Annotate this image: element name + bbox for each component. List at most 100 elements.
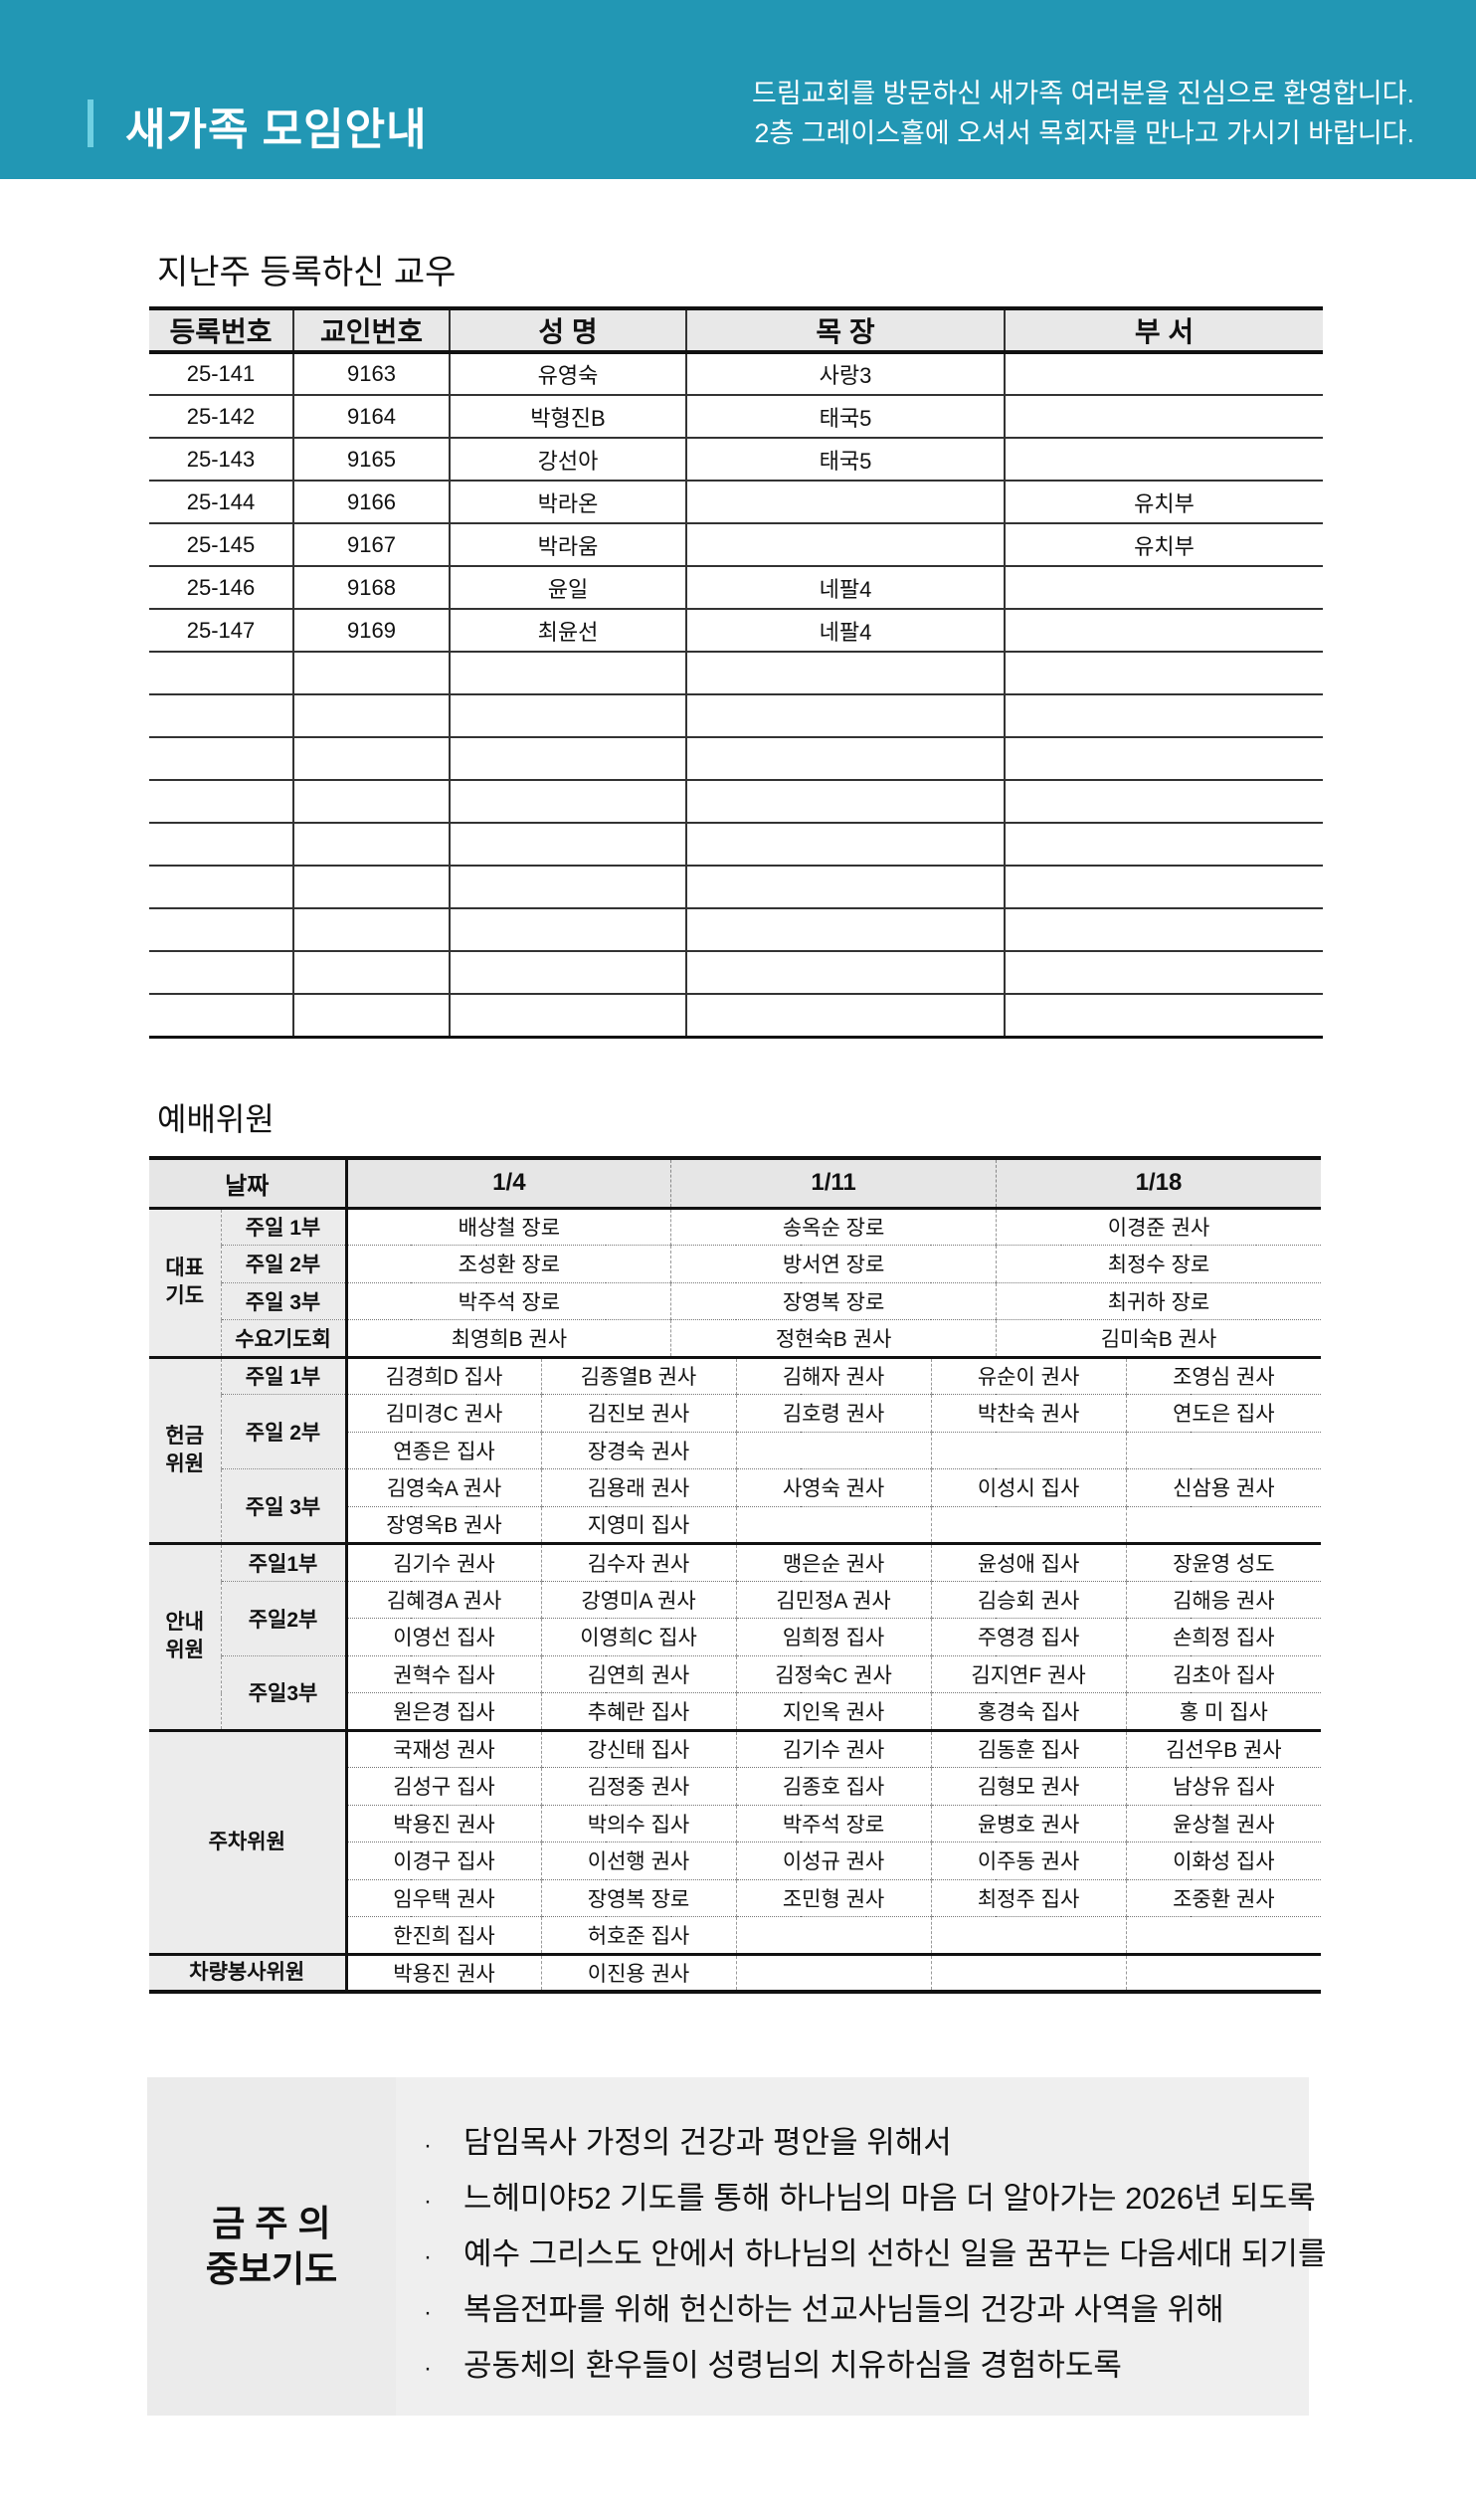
table-cell bbox=[149, 907, 293, 951]
table-row bbox=[149, 865, 1323, 908]
table-cell bbox=[449, 779, 686, 823]
name-cell: 강신태 집사 bbox=[540, 1728, 737, 1768]
prayer-text: 담임목사 가정의 건강과 평안을 위해서 bbox=[463, 2125, 952, 2160]
group-label: 차량봉사위원 bbox=[149, 1952, 348, 1992]
table-row: 주일 3부 김영숙A 권사 김용래 권사 사영숙 권사 이성시 집사 신삼용 권사 bbox=[149, 1468, 1322, 1544]
table-cell: 25-147 bbox=[149, 608, 293, 652]
name-cell: 최영희B 권사 bbox=[345, 1319, 671, 1357]
date-label: 날짜 bbox=[149, 1158, 348, 1210]
table-cell: 최윤선 bbox=[449, 608, 686, 652]
table-cell: 강선아 bbox=[449, 437, 686, 481]
table-cell bbox=[685, 822, 1005, 866]
name-cell bbox=[930, 1431, 1127, 1469]
table-cell: 9168 bbox=[292, 565, 450, 609]
table-cell bbox=[449, 822, 686, 866]
name-cell: 김초아 집사 bbox=[1125, 1654, 1322, 1693]
prayer-item: · 담임목사 가정의 건강과 평안을 위해서 bbox=[424, 2115, 1326, 2171]
name-cell: 김민정A 권사 bbox=[735, 1580, 932, 1619]
name-cell: 지인옥 권사 bbox=[735, 1692, 932, 1730]
table-row: 이영선 집사 이영희C 집사 임희정 집사 주영경 집사 손희정 집사 bbox=[149, 1618, 1322, 1655]
table-cell: 9169 bbox=[292, 608, 450, 652]
table-cell bbox=[449, 693, 686, 737]
table-cell bbox=[1004, 351, 1323, 395]
service-label: 주일 3부 bbox=[220, 1468, 348, 1544]
column-header: 부 서 bbox=[1004, 308, 1323, 354]
prayer-text: 예수 그리스도 안에서 하나님의 선하신 일을 꿈꾸는 다음세대 되기를 bbox=[463, 2236, 1327, 2271]
welcome-line: 드림교회를 방문하신 새가족 여러분을 진심으로 환영합니다. bbox=[751, 79, 1414, 108]
table-cell bbox=[1004, 993, 1323, 1037]
name-cell: 최정수 장로 bbox=[995, 1245, 1322, 1282]
table-row bbox=[149, 651, 1323, 694]
name-cell: 연도은 집사 bbox=[1125, 1394, 1322, 1432]
table-row: 주일 2부 김미경C 권사 김진보 권사 김호령 권사 박찬숙 권사 연도은 집사 bbox=[149, 1394, 1322, 1469]
table-row: 주일3부 권혁수 집사 김연희 권사 김정숙C 권사 김지연F 권사 김초아 집사 bbox=[149, 1654, 1322, 1730]
name-cell bbox=[1125, 1916, 1322, 1954]
prayer-title-line: 금 주 의 bbox=[212, 2203, 331, 2243]
table-row: 연종은 집사 장경숙 권사 bbox=[149, 1431, 1322, 1469]
table-row bbox=[149, 736, 1323, 780]
table-cell bbox=[292, 651, 450, 694]
name-cell: 김기수 권사 bbox=[345, 1542, 541, 1581]
name-cell: 손희정 집사 bbox=[1125, 1618, 1322, 1655]
prayer-title: 금 주 의 중보기도 bbox=[147, 2077, 396, 2416]
name-cell: 김진보 권사 bbox=[540, 1394, 737, 1432]
name-cell: 임희정 집사 bbox=[735, 1618, 932, 1655]
name-cell: 이영선 집사 bbox=[345, 1618, 541, 1655]
table-cell bbox=[685, 779, 1005, 823]
table-row: 차량봉사위원 박용진 권사 이진용 권사 bbox=[149, 1952, 1322, 1992]
name-cell: 김호령 권사 bbox=[735, 1394, 932, 1432]
table-cell bbox=[449, 950, 686, 994]
table-cell: 25-142 bbox=[149, 394, 293, 438]
table-row: 주일 3부 박주석 장로 장영복 장로 최귀하 장로 bbox=[149, 1281, 1322, 1320]
welcome-line: 2층 그레이스홀에 오셔서 목회자를 만나고 가시기 바랍니다. bbox=[754, 118, 1414, 148]
name-cell: 조중환 권사 bbox=[1125, 1878, 1322, 1917]
table-row: 수요기도회 최영희B 권사 정현숙B 권사 김미숙B 권사 bbox=[149, 1319, 1322, 1357]
table-cell bbox=[685, 736, 1005, 780]
name-cell: 김해자 권사 bbox=[735, 1355, 932, 1395]
name-cell: 송옥순 장로 bbox=[670, 1206, 997, 1246]
name-cell: 박주석 장로 bbox=[735, 1804, 932, 1842]
table-cell: 9163 bbox=[292, 351, 450, 395]
group-label-line: 위원 bbox=[165, 1639, 205, 1662]
table-cell bbox=[1004, 865, 1323, 908]
name-cell: 배상철 장로 bbox=[345, 1206, 671, 1246]
worship-title: 예배위원 bbox=[157, 1101, 275, 1137]
service-label: 주일2부 bbox=[220, 1580, 348, 1655]
name-cell bbox=[930, 1505, 1127, 1544]
prayer-item: · 느헤미야52 기도를 통해 하나님의 마음 더 알아가는 2026년 되도록 bbox=[424, 2171, 1326, 2227]
column-header: 교인번호 bbox=[292, 308, 450, 354]
table-cell bbox=[292, 736, 450, 780]
name-cell: 이진용 권사 bbox=[540, 1952, 737, 1992]
table-cell bbox=[292, 865, 450, 908]
name-cell: 김혜경A 권사 bbox=[345, 1580, 541, 1619]
table-cell: 유영숙 bbox=[449, 351, 686, 395]
column-header: 성 명 bbox=[449, 308, 686, 354]
name-cell: 이경준 권사 bbox=[995, 1206, 1322, 1246]
name-cell: 장윤영 성도 bbox=[1125, 1542, 1322, 1581]
name-cell: 박용진 권사 bbox=[345, 1804, 541, 1842]
name-cell: 지영미 집사 bbox=[540, 1505, 737, 1544]
name-cell: 박찬숙 권사 bbox=[930, 1394, 1127, 1432]
table-cell: 25-141 bbox=[149, 351, 293, 395]
table-cell bbox=[685, 993, 1005, 1037]
title-accent-bar bbox=[88, 99, 93, 147]
table-cell bbox=[449, 651, 686, 694]
header-banner: 새가족 모임안내 드림교회를 방문하신 새가족 여러분을 진심으로 환영합니다.… bbox=[0, 0, 1476, 179]
name-cell: 김기수 권사 bbox=[735, 1728, 932, 1768]
name-cell bbox=[1125, 1505, 1322, 1544]
name-cell: 홍 미 집사 bbox=[1125, 1692, 1322, 1730]
table-cell bbox=[1004, 437, 1323, 481]
prayer-item: · 복음전파를 위해 헌신하는 선교사님들의 건강과 사역을 위해 bbox=[424, 2282, 1326, 2338]
name-cell bbox=[735, 1952, 932, 1992]
prayer-item: · 예수 그리스도 안에서 하나님의 선하신 일을 꿈꾸는 다음세대 되기를 bbox=[424, 2227, 1326, 2282]
table-cell bbox=[685, 651, 1005, 694]
table-cell bbox=[449, 907, 686, 951]
bullet: · bbox=[424, 2299, 432, 2326]
table-cell: 박라온 bbox=[449, 480, 686, 523]
table-row: 장영옥B 권사 지영미 집사 bbox=[149, 1505, 1322, 1544]
table-row: 25-147 9169 최윤선 네팔4 bbox=[149, 608, 1323, 652]
date-header: 1/4 bbox=[345, 1158, 671, 1210]
table-row bbox=[149, 779, 1323, 823]
table-cell bbox=[292, 822, 450, 866]
service-label: 주일1부 bbox=[220, 1542, 348, 1581]
